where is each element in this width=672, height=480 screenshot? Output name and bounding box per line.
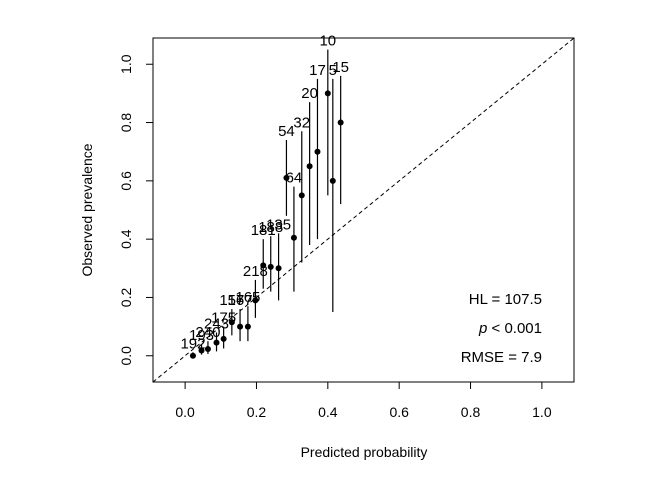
data-point xyxy=(220,335,227,342)
y-tick-label: 0.0 xyxy=(118,346,134,366)
point-count-label: 157 xyxy=(219,292,244,309)
data-point xyxy=(337,119,344,126)
data-point xyxy=(329,177,336,184)
hl-stat: HL = 107.5 xyxy=(469,291,542,308)
point-labels: 1921932402431751571671652181811881355464… xyxy=(180,33,349,353)
stats-annotation: HL = 107.5 p < 0.001 RMSE = 7.9 xyxy=(461,291,542,366)
y-tick-label: 0.6 xyxy=(118,171,134,191)
point-count-label: 193 xyxy=(189,327,214,344)
point-count-label: 17 xyxy=(309,62,326,79)
p-value-text: < 0.001 xyxy=(487,320,542,337)
point-count-label: 192 xyxy=(180,335,205,352)
p-value-stat: p < 0.001 xyxy=(478,320,542,337)
point-count-label: 218 xyxy=(243,263,268,280)
point-count-label: 54 xyxy=(278,123,295,140)
x-tick-label: 0.0 xyxy=(175,404,195,420)
point-count-label: 32 xyxy=(293,114,310,131)
data-point xyxy=(290,234,297,241)
x-axis: 0.0 0.2 0.4 0.6 0.8 1.0 xyxy=(175,382,552,420)
data-point xyxy=(244,323,251,330)
data-point xyxy=(283,174,290,181)
data-point xyxy=(298,192,305,199)
point-count-label: 15 xyxy=(332,59,349,76)
data-point xyxy=(260,262,267,269)
point-count-label: 135 xyxy=(266,216,291,233)
x-tick-label: 0.6 xyxy=(389,404,409,420)
point-count-label: 175 xyxy=(211,310,236,327)
point-count-label: 243 xyxy=(204,315,229,332)
y-axis-title: Observed prevalence xyxy=(79,143,95,276)
y-tick-label: 0.8 xyxy=(118,113,134,133)
point-count-label: 240 xyxy=(195,324,220,341)
data-point xyxy=(252,297,259,304)
x-tick-label: 1.0 xyxy=(532,404,552,420)
y-tick-label: 0.2 xyxy=(118,288,134,308)
data-point xyxy=(314,148,321,155)
y-tick-label: 0.4 xyxy=(118,229,134,249)
data-point xyxy=(204,346,211,353)
point-count-label: 181 xyxy=(251,222,276,239)
point-count-label: 5 xyxy=(329,62,337,79)
data-points xyxy=(189,90,344,359)
data-point xyxy=(228,319,235,326)
data-point xyxy=(267,263,274,270)
y-tick-label: 1.0 xyxy=(118,54,134,74)
data-point xyxy=(189,352,196,359)
point-count-label: 64 xyxy=(286,170,303,187)
data-point xyxy=(306,163,313,170)
plot-frame xyxy=(152,37,575,383)
y-axis: 0.0 0.2 0.4 0.6 0.8 1.0 xyxy=(118,54,153,365)
data-point xyxy=(275,265,282,272)
p-value-symbol: p xyxy=(478,320,487,337)
data-point xyxy=(237,323,244,330)
point-count-label: 20 xyxy=(301,85,318,102)
x-axis-title: Predicted probability xyxy=(301,444,428,460)
rmse-stat: RMSE = 7.9 xyxy=(461,349,542,366)
data-point xyxy=(324,90,331,97)
point-count-label: 10 xyxy=(319,33,336,50)
point-count-label: 188 xyxy=(258,219,283,236)
point-count-label: 167 xyxy=(228,292,253,309)
data-point xyxy=(198,347,205,354)
x-tick-label: 0.4 xyxy=(318,404,338,420)
x-tick-label: 0.8 xyxy=(461,404,481,420)
point-count-label: 165 xyxy=(235,289,260,306)
data-point xyxy=(213,339,220,346)
x-tick-label: 0.2 xyxy=(247,404,267,420)
